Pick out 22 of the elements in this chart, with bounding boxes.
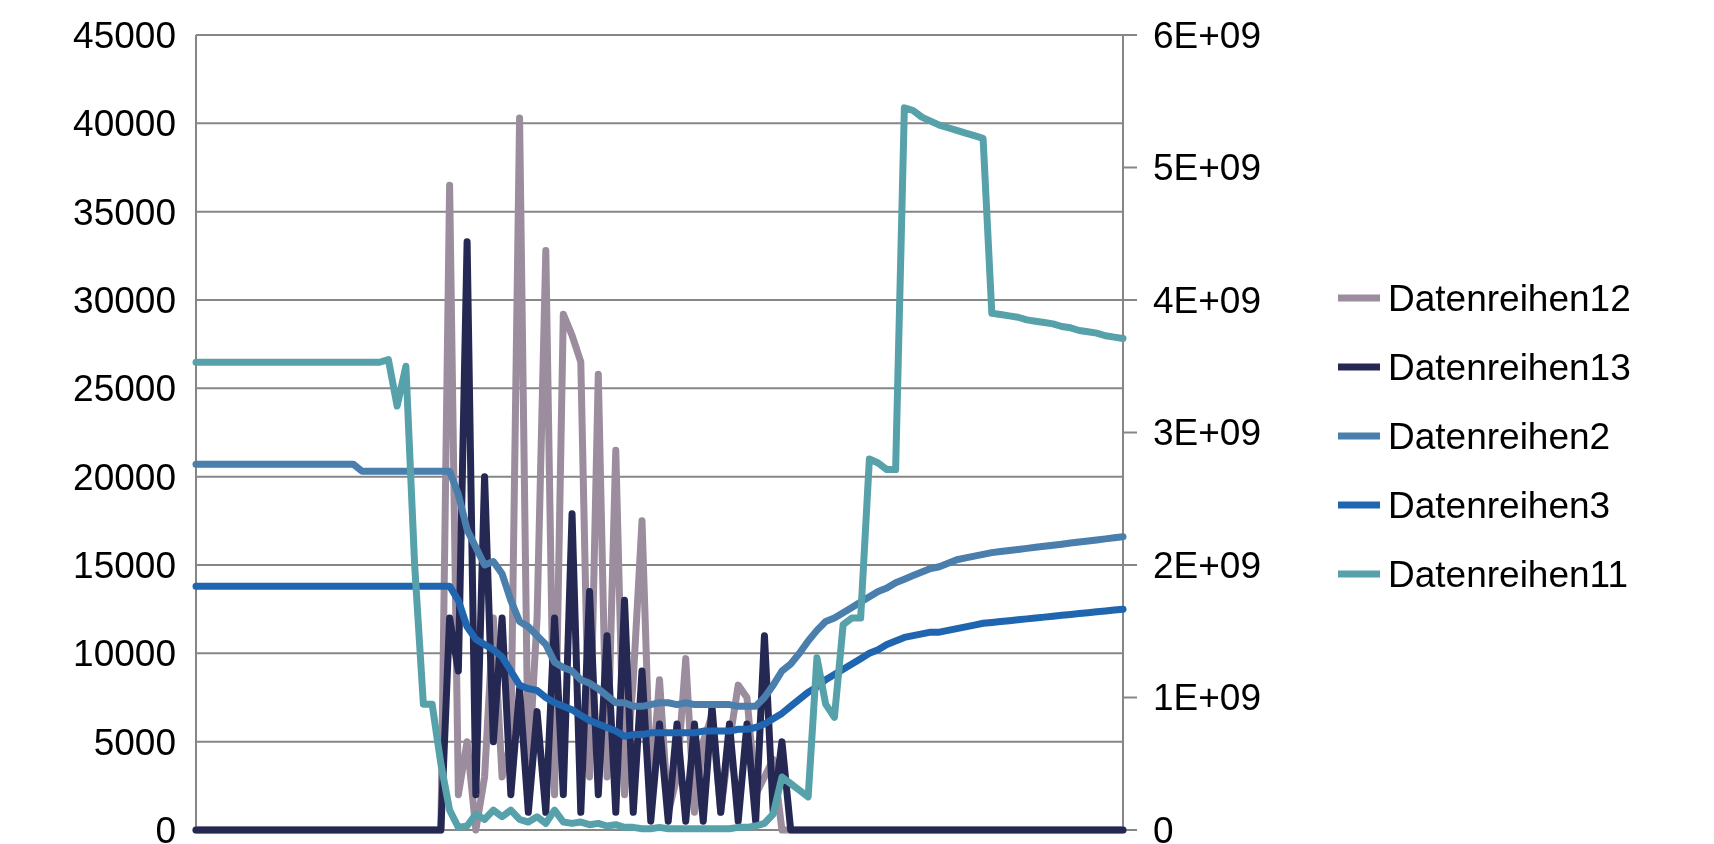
legend-label: Datenreihen13 — [1388, 346, 1631, 388]
y-tick-label: 10000 — [73, 633, 176, 675]
y2-tick-label: 5E+09 — [1153, 147, 1262, 189]
y2-tick-label: 1E+09 — [1153, 677, 1262, 719]
y-tick-label: 5000 — [93, 721, 176, 763]
legend-label: Datenreihen3 — [1388, 484, 1611, 526]
y-tick-label: 15000 — [73, 544, 176, 586]
legend-label: Datenreihen2 — [1388, 415, 1611, 457]
y2-tick-label: 0 — [1153, 809, 1174, 844]
legend-label: Datenreihen12 — [1388, 277, 1631, 319]
y-tick-label: 30000 — [73, 279, 176, 321]
y2-tick-label: 3E+09 — [1153, 412, 1262, 454]
y-tick-label: 40000 — [73, 103, 176, 145]
y-tick-label: 35000 — [73, 191, 176, 233]
y2-tick-label: 6E+09 — [1153, 14, 1262, 56]
legend-label: Datenreihen11 — [1388, 553, 1628, 595]
y-tick-label: 25000 — [73, 368, 176, 410]
y-tick-label: 20000 — [73, 456, 176, 498]
y-tick-label: 45000 — [73, 14, 176, 56]
y-tick-label: 0 — [155, 809, 176, 844]
y2-tick-label: 2E+09 — [1153, 544, 1262, 586]
y2-tick-label: 4E+09 — [1153, 279, 1262, 321]
